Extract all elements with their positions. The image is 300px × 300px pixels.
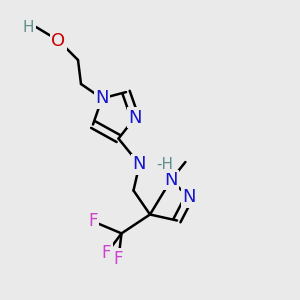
Text: N: N — [133, 155, 146, 173]
Text: N: N — [128, 109, 142, 127]
Text: F: F — [114, 250, 123, 268]
Text: -H: -H — [156, 157, 173, 172]
Text: H: H — [23, 20, 34, 34]
Text: F: F — [102, 244, 111, 262]
Text: O: O — [51, 32, 66, 50]
Text: N: N — [182, 188, 196, 206]
Text: N: N — [95, 89, 109, 107]
Text: N: N — [164, 171, 178, 189]
Text: F: F — [88, 212, 98, 230]
